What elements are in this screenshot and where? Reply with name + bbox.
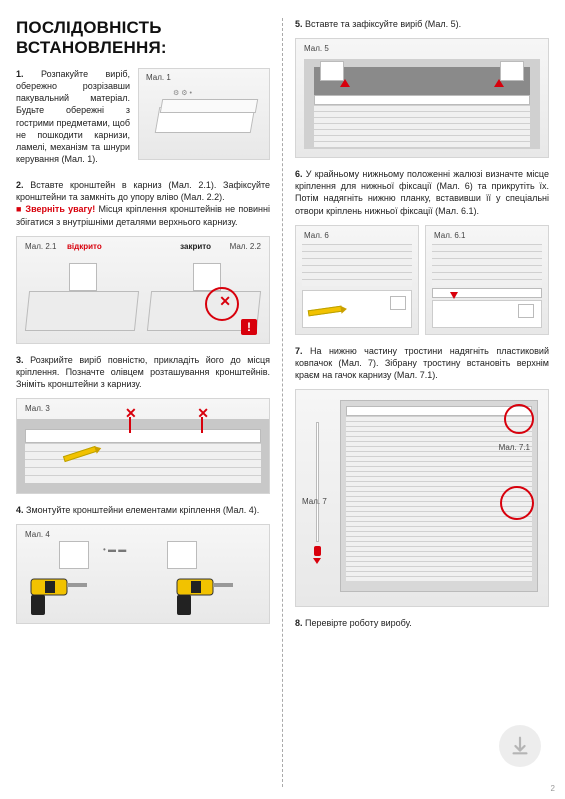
figure-6-label: Мал. 6 [302, 230, 331, 241]
step-4-num: 4. [16, 505, 24, 515]
figure-3-red-x-2: ✕ [197, 405, 209, 422]
figure-1: Мал. 1 ⚙ ⚙ • [138, 68, 270, 160]
figure-6-1-bottomrail [432, 288, 542, 298]
figure-5: Мал. 5 [295, 38, 549, 158]
step-3-num: 3. [16, 355, 24, 365]
figure-3-slat-5 [25, 475, 261, 483]
figure-2: Мал. 2.1 відкрито закрито Мал. 2.2 ✕ ! [16, 236, 270, 344]
step-5-body: Вставте та зафіксуйте виріб (Мал. 5). [305, 19, 461, 29]
figure-1-rail-top [160, 99, 258, 113]
figure-7-wand-arrow [313, 558, 321, 564]
figure-7-callout-2 [500, 486, 534, 520]
figure-4-drill-1-icon [25, 565, 93, 619]
step-2-text: 2. Вставте кронштейн в карниз (Мал. 2.1)… [16, 179, 270, 228]
step-1-num: 1. [16, 69, 24, 79]
step-3-text: 3. Розкрийте виріб повністю, прикладіть … [16, 354, 270, 390]
figure-3: Мал. 3 ✕ ✕ [16, 398, 270, 494]
figure-7-1-label: Мал. 7.1 [497, 442, 532, 453]
figure-7-label: Мал. 7 [300, 496, 329, 507]
page: ПОСЛІДОВНІСТЬ ВСТАНОВЛЕННЯ: 1. Розпакуйт… [0, 0, 565, 799]
figure-6-clip [390, 296, 406, 310]
step-7-body: На нижню частину тростини надягніть плас… [295, 346, 549, 380]
watermark-icon [499, 725, 541, 767]
figure-3-headrail [25, 429, 261, 443]
figure-6-1-label: Мал. 6.1 [432, 230, 467, 241]
step-2-warning-prefix: ■ Зверніть увагу! [16, 204, 95, 214]
step-7-text: 7. На нижню частину тростини надягніть п… [295, 345, 549, 381]
figure-7-wand-cap [314, 546, 321, 556]
figure-2-red-x: ✕ [219, 293, 231, 310]
figure-2-alert-icon: ! [241, 319, 257, 335]
figure-5-label: Мал. 5 [302, 43, 331, 54]
step-1: 1. Розпакуйте виріб, обережно розрізавши… [16, 68, 270, 165]
step-2-num: 2. [16, 180, 24, 190]
figure-2-1-label: Мал. 2.1 [23, 241, 58, 252]
step-5-text: 5. Вставте та зафіксуйте виріб (Мал. 5). [295, 18, 549, 30]
figure-3-label: Мал. 3 [23, 403, 52, 414]
figure-7-wand [316, 422, 319, 542]
figure-1-label: Мал. 1 [144, 72, 173, 83]
figure-4-plugs: • ▬ ▬ [103, 545, 126, 554]
figure-6-1-clip [518, 304, 534, 318]
figure-2-bracket-left [69, 263, 97, 291]
figure-5-arrow-1 [340, 79, 350, 87]
right-column: 5. Вставте та зафіксуйте виріб (Мал. 5).… [283, 18, 549, 787]
figure-4-drill-2-icon [171, 565, 239, 619]
step-8-num: 8. [295, 618, 303, 628]
page-title: ПОСЛІДОВНІСТЬ ВСТАНОВЛЕННЯ: [16, 18, 270, 58]
step-4-body: Змонтуйте кронштейни елементами кріпленн… [26, 505, 259, 515]
figure-2-2-label: Мал. 2.2 [228, 241, 263, 252]
figure-6-row: Мал. 6 Мал. 6.1 [295, 225, 549, 335]
figure-5-arrow-2 [494, 79, 504, 87]
figure-2-rail-left [25, 291, 139, 331]
figure-2-open-label: відкрито [65, 241, 104, 252]
figure-3-arrow-1 [129, 417, 131, 433]
step-2-body-a: Вставте кронштейн в карниз (Мал. 2.1). З… [16, 180, 270, 202]
figure-6: Мал. 6 [295, 225, 419, 335]
figure-4: Мал. 4 • ▬ ▬ [16, 524, 270, 624]
step-6-text: 6. У крайньому нижньому положенні жалюзі… [295, 168, 549, 217]
left-column: ПОСЛІДОВНІСТЬ ВСТАНОВЛЕННЯ: 1. Розпакуйт… [16, 18, 283, 787]
step-6-num: 6. [295, 169, 303, 179]
step-8-text: 8. Перевірте роботу виробу. [295, 617, 549, 629]
step-3-body: Розкрийте виріб повністю, прикладіть йог… [16, 355, 270, 389]
figure-7: Мал. 7 Мал. 7.1 [295, 389, 549, 607]
figure-3-slat-4 [25, 467, 261, 475]
figure-3-slat-3 [25, 459, 261, 467]
step-1-body: Розпакуйте виріб, обережно розрізавши па… [16, 69, 130, 164]
step-8-body: Перевірте роботу виробу. [305, 618, 412, 628]
figure-5-headrail [314, 95, 530, 105]
figure-7-callout-1 [504, 404, 534, 434]
figure-5-bracket-2 [500, 61, 524, 81]
figure-2-bracket-right [193, 263, 221, 291]
figure-2-closed-label: закрито [178, 241, 213, 252]
figure-1-screws: ⚙ ⚙ • [173, 89, 192, 97]
figure-3-slat-1 [25, 443, 261, 451]
figure-6-1: Мал. 6.1 [425, 225, 549, 335]
figure-6-1-arrow [450, 292, 458, 299]
figure-4-label: Мал. 4 [23, 529, 52, 540]
page-number: 2 [551, 784, 555, 793]
figure-3-slat-2 [25, 451, 261, 459]
figure-5-slat-7 [314, 141, 530, 147]
step-5-num: 5. [295, 19, 303, 29]
step-7-num: 7. [295, 346, 303, 356]
figure-3-arrow-2 [201, 417, 203, 433]
step-6-body: У крайньому нижньому положенні жалюзі ви… [295, 169, 549, 215]
figure-5-bracket-1 [320, 61, 344, 81]
step-1-text: 1. Розпакуйте виріб, обережно розрізавши… [16, 68, 138, 165]
step-4-text: 4. Змонтуйте кронштейни елементами кріпл… [16, 504, 270, 516]
